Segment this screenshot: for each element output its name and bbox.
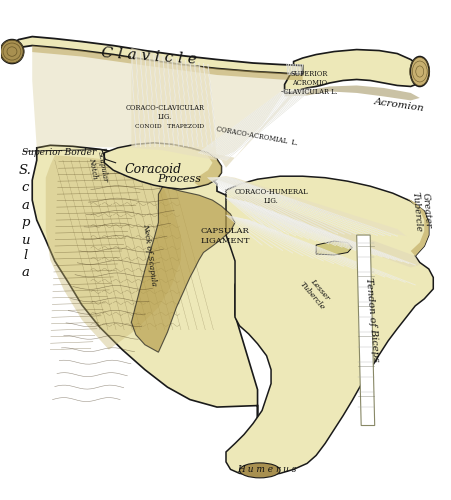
Polygon shape — [5, 36, 302, 74]
Text: Lesser
Tubercle: Lesser Tubercle — [298, 274, 333, 311]
Text: CORACO-ACROMIAL  L.: CORACO-ACROMIAL L. — [216, 125, 298, 148]
Text: C l a v i c l e: C l a v i c l e — [101, 46, 197, 67]
Text: Coracoid: Coracoid — [124, 162, 181, 175]
Text: Acromion: Acromion — [373, 98, 424, 114]
Polygon shape — [131, 48, 216, 160]
Text: H u m e r u s: H u m e r u s — [236, 465, 295, 474]
Polygon shape — [284, 86, 419, 100]
Text: Process: Process — [156, 174, 200, 184]
Polygon shape — [32, 48, 302, 160]
Polygon shape — [284, 50, 421, 93]
Polygon shape — [212, 176, 405, 236]
Polygon shape — [104, 143, 221, 189]
Text: a: a — [22, 198, 29, 211]
Text: CORACO-HUMERAL
LIG.: CORACO-HUMERAL LIG. — [234, 188, 307, 205]
Polygon shape — [405, 198, 428, 256]
Text: CORACO-CLAVICULAR
LIG.: CORACO-CLAVICULAR LIG. — [125, 104, 204, 122]
Polygon shape — [171, 144, 221, 186]
Text: CONOID   TRAPEZOID: CONOID TRAPEZOID — [135, 124, 204, 129]
Polygon shape — [32, 46, 302, 80]
Text: Greater
Tubercle: Greater Tubercle — [410, 190, 433, 232]
Text: SUPERIOR
ACROMIO
-CLAVICULAR L.: SUPERIOR ACROMIO -CLAVICULAR L. — [281, 70, 337, 96]
Polygon shape — [226, 195, 419, 268]
Polygon shape — [207, 86, 315, 168]
Text: Neck of Scapula: Neck of Scapula — [141, 223, 157, 286]
Text: p: p — [21, 216, 30, 229]
Text: CAPSULAR
LIGAMENT: CAPSULAR LIGAMENT — [200, 228, 249, 244]
Polygon shape — [46, 156, 180, 350]
Text: a: a — [22, 266, 29, 279]
Text: S.: S. — [19, 164, 32, 176]
Text: Scapular
Notch: Scapular Notch — [86, 150, 109, 184]
Polygon shape — [356, 235, 374, 426]
Text: l: l — [23, 250, 28, 262]
Polygon shape — [32, 146, 284, 465]
Ellipse shape — [410, 56, 428, 86]
Text: Superior Border: Superior Border — [22, 148, 96, 158]
Polygon shape — [226, 176, 433, 476]
Polygon shape — [131, 186, 235, 352]
Text: c: c — [22, 181, 29, 194]
Text: Tendon of Biceps: Tendon of Biceps — [364, 278, 380, 362]
Text: u: u — [21, 234, 30, 246]
Polygon shape — [315, 241, 351, 255]
Ellipse shape — [0, 40, 23, 64]
Ellipse shape — [239, 463, 280, 478]
